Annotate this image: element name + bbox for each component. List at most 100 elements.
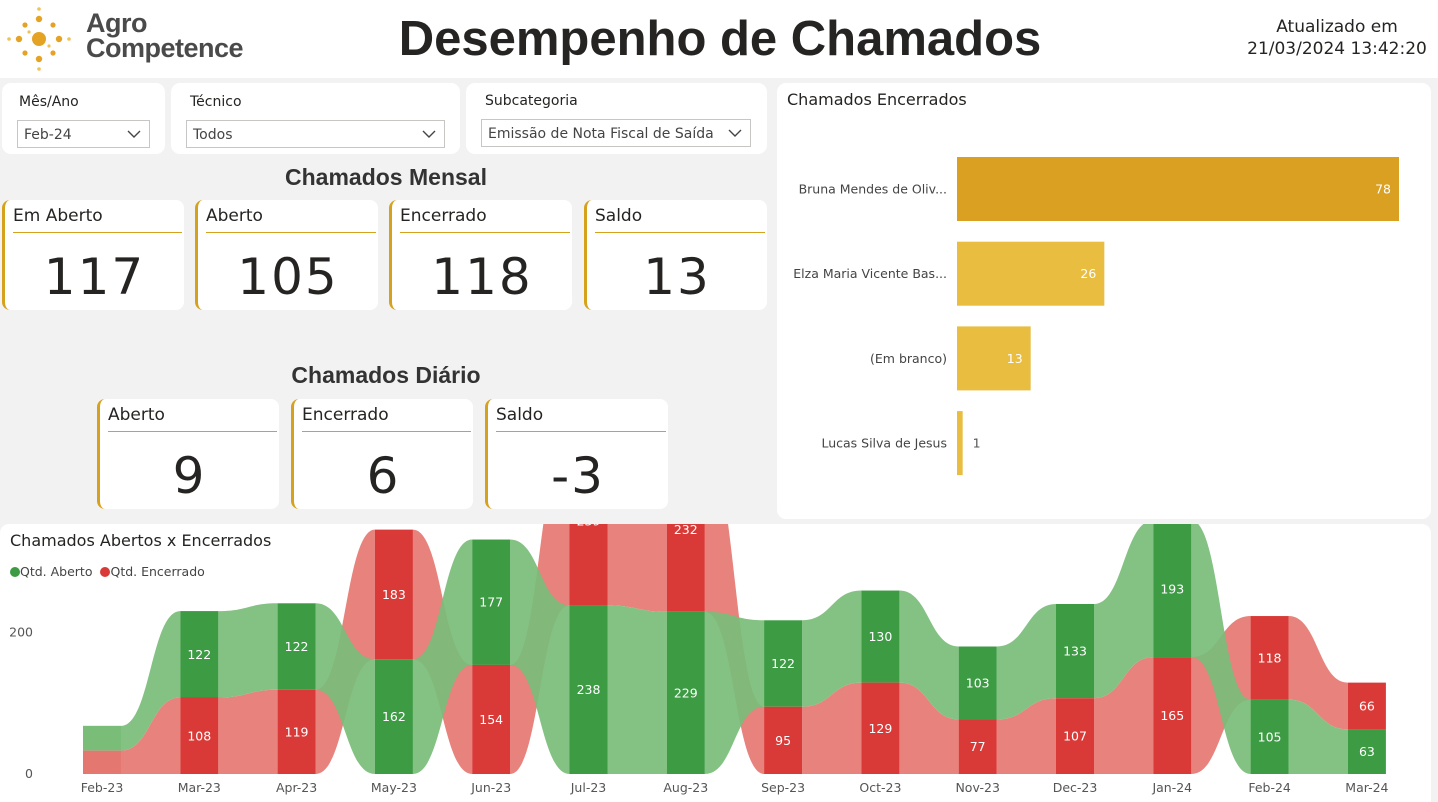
x-tick-label: Jan-24 — [1151, 780, 1192, 795]
bar-closed[interactable] — [764, 706, 803, 774]
x-tick-label: Apr-23 — [276, 780, 317, 795]
bar-open[interactable] — [861, 590, 900, 683]
ribbon-band — [1094, 657, 1154, 774]
filter-technician-dropdown[interactable]: Todos — [186, 120, 445, 148]
filter-month-value: Feb-24 — [24, 127, 72, 143]
data-label: 165 — [1160, 708, 1184, 723]
chevron-down-icon — [728, 129, 742, 137]
bar-open[interactable] — [1250, 699, 1289, 774]
bar-open[interactable] — [764, 620, 803, 707]
ribbon-band — [996, 604, 1056, 720]
data-label: 63 — [1359, 744, 1375, 759]
bar-category-label: Elza Maria Vicente Bas... — [793, 266, 947, 281]
data-label: 232 — [674, 524, 698, 537]
data-label: 130 — [868, 629, 892, 644]
filter-subcategory-value: Emissão de Nota Fiscal de Saída — [488, 126, 714, 142]
data-label: 129 — [868, 721, 892, 736]
bar-category-label: (Em branco) — [870, 351, 947, 366]
kpi-daily-closed: Encerrado 6 — [291, 399, 473, 509]
bar[interactable] — [957, 241, 1105, 306]
y-tick-label: 0 — [25, 766, 33, 781]
opened-vs-closed-chart: Chamados Abertos x Encerrados Qtd. Abert… — [0, 524, 1431, 802]
kpi-label: Aberto — [108, 405, 165, 425]
kpi-monthly-opened: Aberto 105 — [195, 200, 378, 310]
ribbon-band — [802, 682, 862, 774]
ribbon-band — [1094, 524, 1154, 699]
header-bar — [0, 0, 1438, 78]
bar-value-label: 26 — [1080, 266, 1096, 281]
bar-closed[interactable] — [666, 524, 705, 612]
bar-open[interactable] — [1347, 729, 1386, 774]
ribbon-band — [315, 603, 375, 774]
filter-subcategory-dropdown[interactable]: Emissão de Nota Fiscal de Saída — [481, 119, 751, 147]
data-label: 177 — [479, 595, 503, 610]
data-label: 119 — [285, 724, 309, 739]
bar-open[interactable] — [666, 611, 705, 774]
bar-closed[interactable] — [1153, 657, 1192, 774]
bar-open[interactable] — [569, 605, 608, 774]
filter-subcategory-label: Subcategoria — [485, 93, 578, 109]
bar-closed[interactable] — [472, 664, 511, 774]
x-tick-label: Nov-23 — [955, 780, 999, 795]
kpi-value: 6 — [366, 447, 401, 505]
bar-open[interactable] — [83, 725, 121, 751]
ribbon-band — [218, 689, 278, 774]
bar-open[interactable] — [1153, 524, 1192, 658]
bar-open[interactable] — [958, 646, 997, 720]
bar-open[interactable] — [180, 611, 219, 698]
bar[interactable] — [957, 411, 963, 476]
bar-open[interactable] — [1056, 604, 1094, 699]
monthly-section-title: Chamados Mensal — [285, 164, 487, 190]
chart-title: Chamados Encerrados — [787, 90, 967, 109]
chevron-down-icon — [127, 130, 141, 138]
chevron-down-icon — [422, 130, 436, 138]
bar-closed[interactable] — [1250, 616, 1289, 700]
chart-title: Chamados Abertos x Encerrados — [10, 531, 272, 550]
bar-value-label: 13 — [1007, 351, 1023, 366]
ribbon-band — [607, 605, 667, 774]
data-label: 183 — [382, 587, 406, 602]
bar-open[interactable] — [472, 539, 511, 665]
y-tick-label: 200 — [9, 624, 33, 639]
bar-closed[interactable] — [958, 719, 997, 774]
legend-closed-label: Qtd. Encerrado — [110, 564, 205, 579]
bar-closed[interactable] — [569, 524, 608, 606]
ribbon-band — [121, 611, 181, 751]
bar-closed[interactable] — [374, 529, 413, 660]
bar[interactable] — [957, 157, 1399, 221]
filter-technician: Técnico Todos — [171, 83, 460, 154]
ribbon-band — [121, 697, 181, 774]
kpi-daily-balance: Saldo -3 — [485, 399, 668, 509]
data-label: 108 — [187, 728, 211, 743]
bar-closed[interactable] — [83, 750, 121, 774]
bar-category-label: Lucas Silva de Jesus — [821, 436, 947, 451]
bar-chart-svg: Bruna Mendes de Oliv... 78 Elza Maria Vice… — [793, 157, 1399, 476]
agro-competence-logo — [7, 7, 71, 71]
filter-month-dropdown[interactable]: Feb-24 — [17, 120, 150, 148]
kpi-value: 117 — [43, 248, 146, 306]
filter-subcategory: Subcategoria Emissão de Nota Fiscal de S… — [466, 83, 767, 154]
filter-technician-label: Técnico — [190, 94, 242, 110]
bar-closed[interactable] — [861, 682, 900, 774]
bar-closed[interactable] — [1347, 682, 1386, 730]
x-tick-label: Feb-23 — [81, 780, 124, 795]
bar-closed[interactable] — [180, 697, 219, 775]
chart-legend: Qtd. Aberto Qtd. Encerrado — [10, 564, 205, 579]
bar-closed[interactable] — [1056, 698, 1094, 774]
ribbon-band — [1191, 524, 1251, 774]
page-title: Desempenho de Chamados — [398, 12, 1042, 66]
filter-month: Mês/Ano Feb-24 — [2, 83, 165, 154]
bar-open[interactable] — [277, 603, 316, 690]
bar-closed[interactable] — [277, 689, 316, 774]
kpi-value: -3 — [551, 447, 605, 505]
bar[interactable] — [957, 326, 1031, 391]
ribbon-band — [996, 698, 1056, 774]
legend-open-marker — [10, 567, 20, 577]
data-label: 193 — [1160, 581, 1184, 596]
legend-closed-marker — [100, 567, 111, 577]
bar-open[interactable] — [374, 659, 413, 774]
data-label: 95 — [775, 733, 791, 748]
kpi-label: Encerrado — [400, 206, 487, 226]
kpi-daily-opened: Aberto 9 — [97, 399, 279, 509]
filter-month-label: Mês/Ano — [19, 94, 79, 110]
